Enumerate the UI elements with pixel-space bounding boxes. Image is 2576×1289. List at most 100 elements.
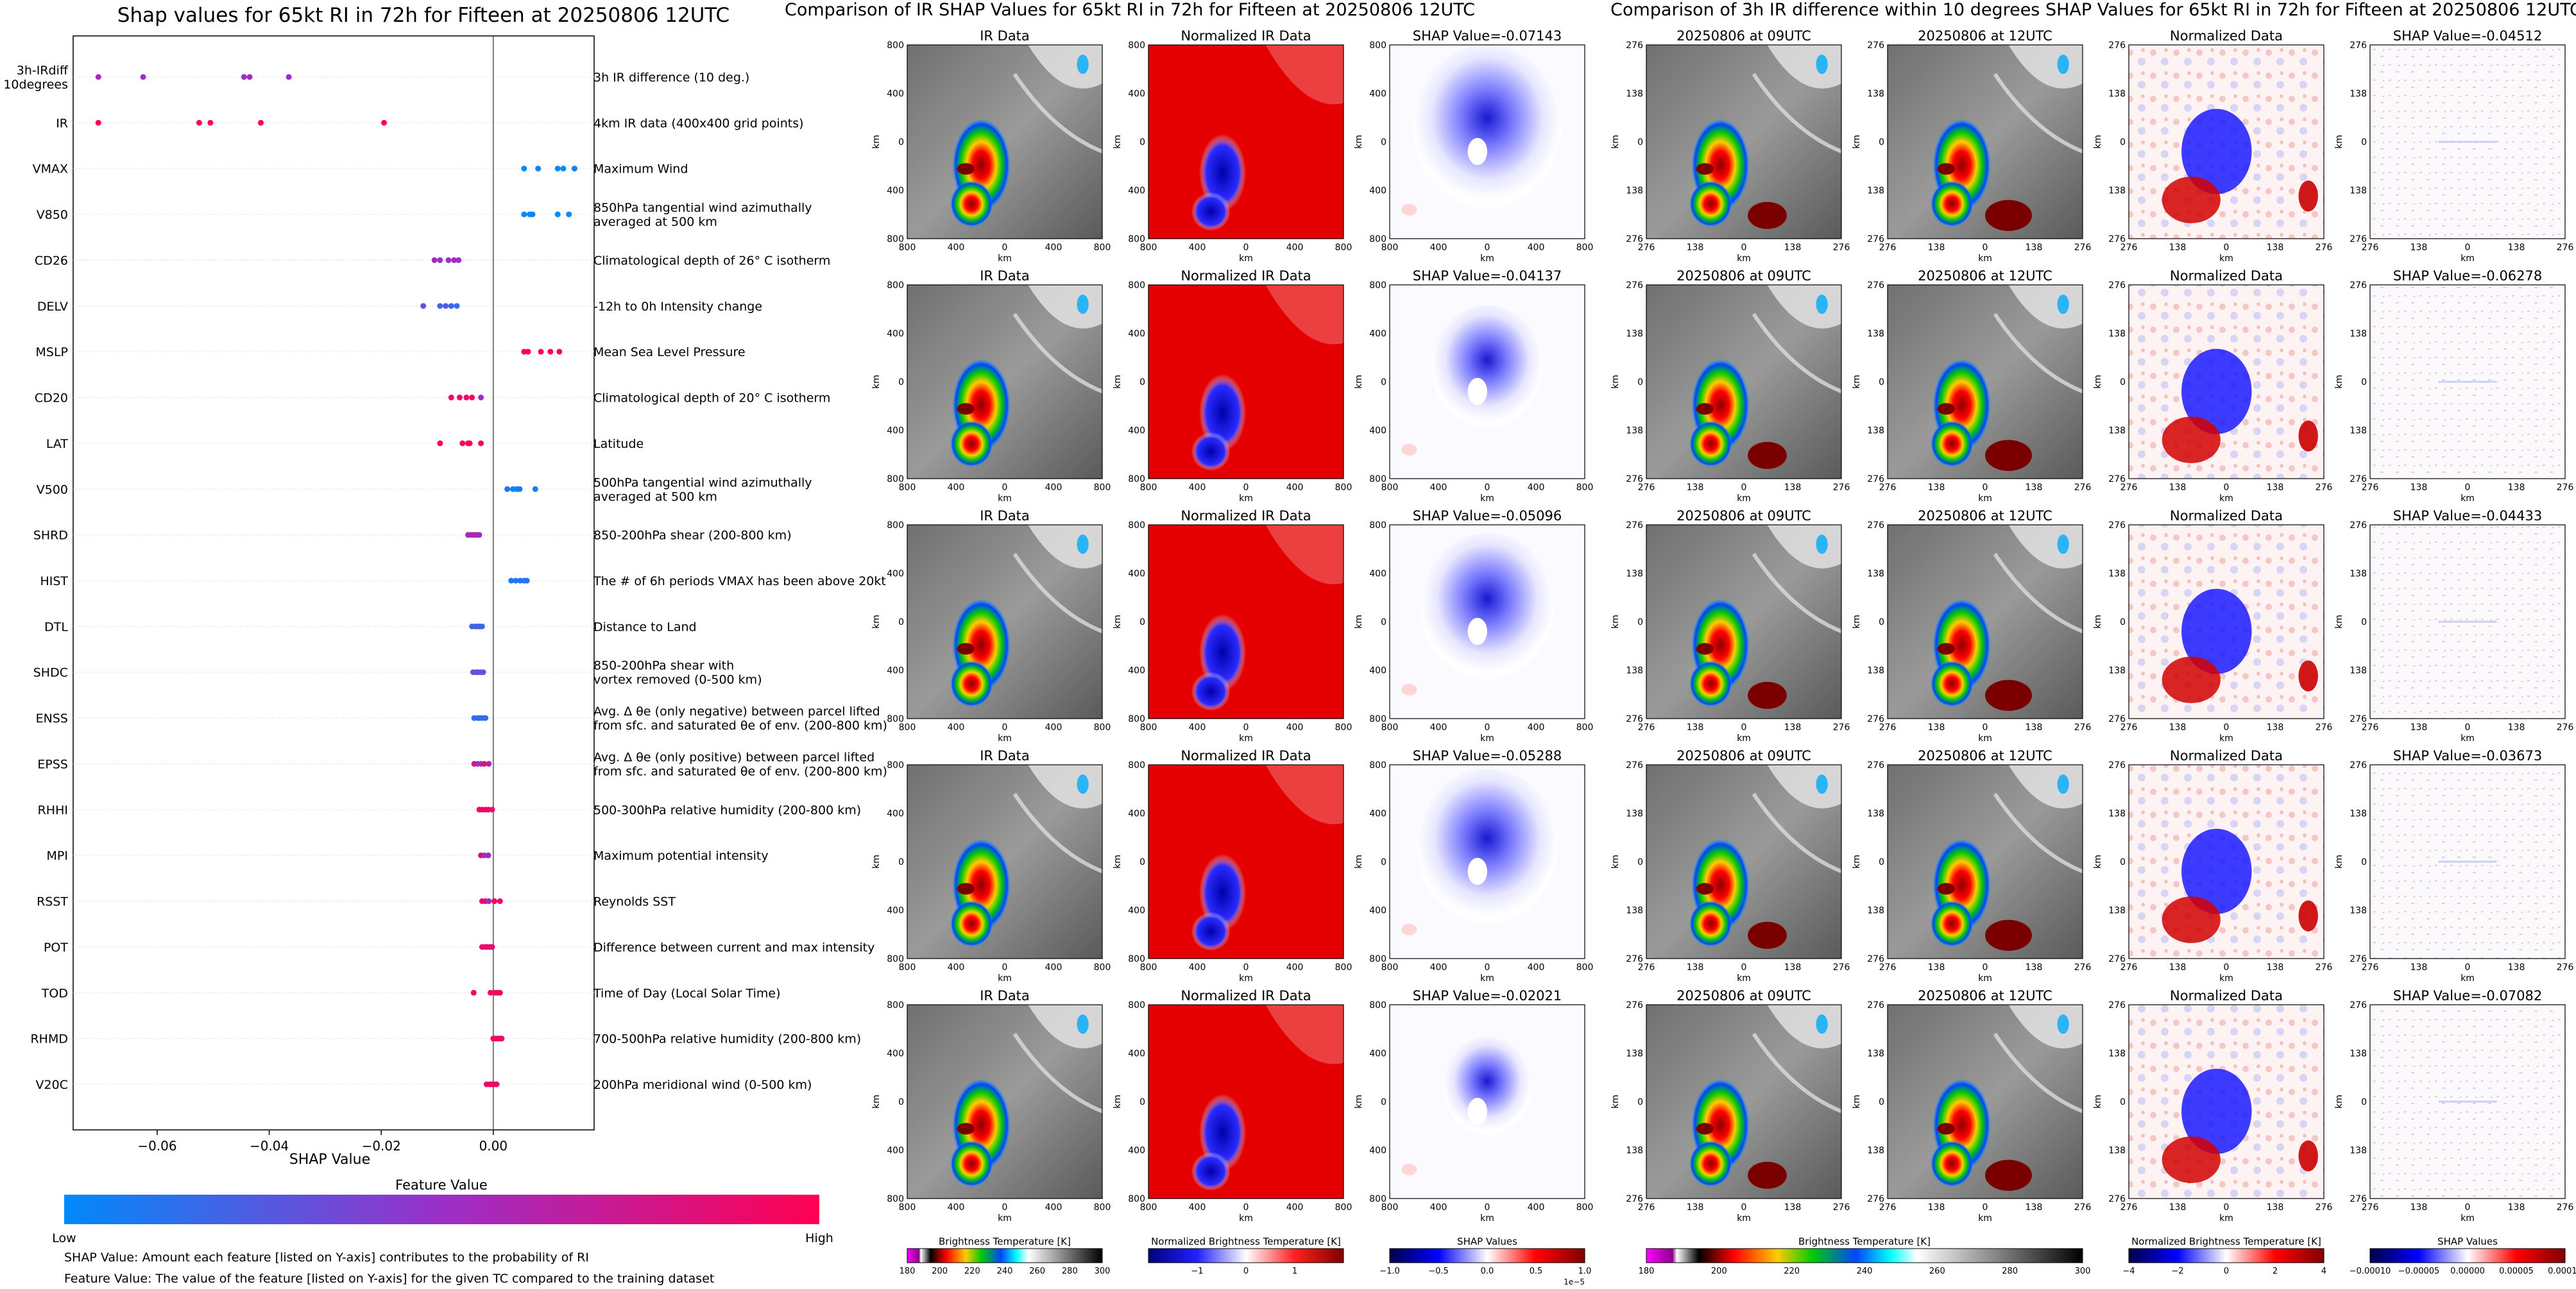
- cloud-streak: [1993, 312, 2084, 393]
- convection-hotspot: [1696, 883, 1714, 895]
- x-tick-label: 138: [1928, 722, 1945, 733]
- colorbar-tick-label: 240: [1857, 1267, 1873, 1276]
- colorbar-tick-label: 180: [900, 1267, 916, 1276]
- colorbar-tick-label: 0: [1243, 1267, 1249, 1276]
- positive-region: [2162, 176, 2221, 223]
- x-tick-label: 276: [1879, 482, 1897, 493]
- x-tick-label: 400: [1189, 1202, 1206, 1213]
- x-tick-label: 138: [2508, 1202, 2525, 1213]
- x-axis-label: km: [1737, 973, 1751, 984]
- x-tick-label: 138: [1928, 962, 1945, 973]
- shap-point: [286, 74, 292, 80]
- feature-description: Avg. Δ θe (only positive) between parcel…: [593, 750, 887, 778]
- shap-point: [508, 577, 515, 584]
- y-tick-label: 400: [887, 906, 904, 916]
- ir-diff-comparison-panel: Comparison of 3h IR difference within 10…: [1610, 0, 2576, 1276]
- shap-point: [489, 807, 495, 813]
- y-tick-label: 138: [1867, 329, 1884, 339]
- shap-point: [459, 440, 466, 447]
- convection-core: [1689, 180, 1732, 227]
- x-tick-label: 400: [1430, 482, 1447, 493]
- feature-label: RHMD: [30, 1032, 68, 1046]
- subplot-frame: [907, 284, 1103, 479]
- shap-point: [420, 303, 427, 309]
- y-tick-label: 400: [887, 1049, 904, 1059]
- y-tick-label: 0: [898, 377, 904, 388]
- feature-description: 4km IR data (400x400 grid points): [593, 116, 804, 130]
- y-tick-label: 400: [1369, 329, 1386, 339]
- x-axis-label: km: [2219, 973, 2233, 984]
- y-tick-label: 276: [2108, 1000, 2126, 1011]
- x-tick-label: 0: [1741, 482, 1747, 493]
- subplot-frame: [1389, 524, 1585, 719]
- feature-label: LAT: [46, 437, 69, 451]
- colorbar-tick-label: 0.0: [1481, 1267, 1494, 1276]
- y-tick-label: 276: [1867, 280, 1884, 291]
- subplot-title: IR Data: [980, 748, 1030, 764]
- x-tick-label: 138: [2267, 722, 2284, 733]
- convection-core: [1689, 660, 1732, 707]
- x-tick-label: 276: [1833, 1202, 1850, 1213]
- footnote-feature: Feature Value: The value of the feature …: [64, 1272, 714, 1286]
- subplot-title: 20250806 at 12UTC: [1918, 988, 2052, 1003]
- y-tick-label: 138: [1867, 906, 1884, 916]
- x-tick-label: 276: [2557, 722, 2574, 733]
- x-axis-label: km: [1737, 253, 1751, 264]
- y-tick-label: 400: [1369, 89, 1386, 99]
- x-tick-label: 138: [2026, 962, 2043, 973]
- y-tick-label: 800: [1128, 520, 1145, 531]
- subplot-title: Normalized IR Data: [1181, 508, 1311, 524]
- shap-point: [95, 119, 101, 126]
- y-tick-label: 0: [1879, 137, 1884, 148]
- subplot-frame: [907, 764, 1103, 959]
- y-tick-label: 138: [2350, 1146, 2367, 1156]
- x-axis-ticks: −0.06 −0.04 −0.02 0.00: [137, 1130, 508, 1154]
- x-tick-label: 400: [1286, 482, 1304, 493]
- colorbar-tick-label: 0.00000: [2450, 1267, 2485, 1276]
- y-tick-label: 400: [887, 666, 904, 676]
- feature-label: HIST: [40, 574, 68, 588]
- x-tick-label: 276: [2074, 243, 2092, 253]
- shap-point: [437, 440, 443, 447]
- x-tick-label: 0: [1002, 722, 1008, 733]
- cloud-streak: [1012, 552, 1104, 633]
- x-tick-label: 400: [1430, 1202, 1447, 1213]
- y-tick-label: 276: [2108, 714, 2126, 724]
- y-axis-label: km: [2093, 135, 2103, 149]
- x-tick-label: 800: [899, 243, 916, 253]
- colorbar-label: Brightness Temperature [K]: [1798, 1236, 1931, 1247]
- ir-comparison-panel: Comparison of IR SHAP Values for 65kt RI…: [785, 0, 1593, 1286]
- x-tick-label: 138: [2169, 722, 2187, 733]
- x-tick-label: 400: [1189, 722, 1206, 733]
- feature-description: Avg. Δ θe (only negative) between parcel…: [593, 704, 887, 733]
- x-tick-label: 276: [2557, 243, 2574, 253]
- y-tick-label: 138: [1867, 1146, 1884, 1156]
- shap-negative-region: [1420, 533, 1554, 679]
- y-tick-label: 0: [1879, 617, 1884, 627]
- x-tick-label: −0.04: [250, 1138, 289, 1154]
- cloud-band: [1265, 45, 1343, 105]
- y-tick-label: 0: [1879, 857, 1884, 867]
- shap-point: [529, 211, 536, 218]
- y-tick-label: 138: [1867, 186, 1884, 196]
- shap-point: [469, 395, 475, 401]
- x-tick-label: 138: [2267, 243, 2284, 253]
- negative-region: [2181, 108, 2252, 194]
- subplot-title: Normalized IR Data: [1181, 988, 1311, 1003]
- x-tick-label: −0.06: [137, 1138, 176, 1154]
- y-tick-label: 138: [2108, 666, 2126, 676]
- y-axis-label: km: [871, 1095, 882, 1109]
- shap-point: [493, 1081, 500, 1088]
- cloud-streak: [1993, 73, 2084, 153]
- y-axis-label: km: [1852, 1095, 1862, 1109]
- convection-core: [1930, 420, 1974, 467]
- ir-09utc-subplot: 20250806 at 09UTC27627613813800138138276…: [1610, 28, 1850, 264]
- y-tick-label: 276: [2350, 280, 2367, 291]
- shap-negative-region: [1442, 1037, 1532, 1135]
- y-axis-label: km: [2334, 615, 2344, 629]
- x-tick-label: 138: [1784, 482, 1802, 493]
- shap-summary-panel: Shap values for 65kt RI in 72h for Fifte…: [3, 4, 887, 1286]
- y-tick-label: 276: [2108, 40, 2126, 51]
- shap-point: [140, 74, 146, 80]
